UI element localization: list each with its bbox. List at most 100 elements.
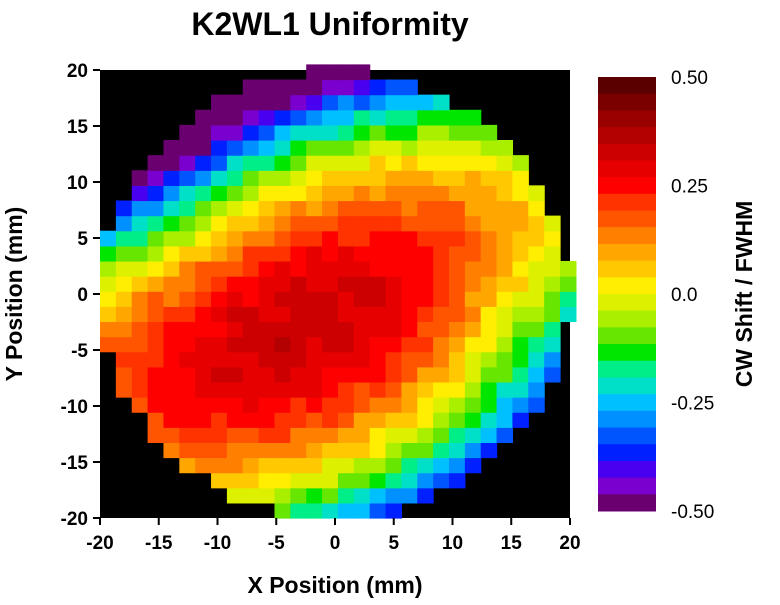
- heatmap-cell: [401, 442, 418, 459]
- heatmap-cell: [401, 109, 418, 126]
- heatmap-cell: [322, 230, 339, 247]
- heatmap-cell: [353, 487, 371, 504]
- heatmap-cell: [480, 427, 498, 443]
- heatmap-cell: [322, 94, 339, 111]
- heatmap-cell: [163, 260, 180, 277]
- heatmap-cell: [480, 291, 498, 307]
- heatmap-cell: [448, 336, 466, 353]
- heatmap-cell: [448, 215, 466, 232]
- heatmap-cell: [322, 321, 339, 338]
- heatmap-cell: [353, 351, 371, 368]
- heatmap-cell: [528, 291, 545, 307]
- heatmap-cell: [512, 291, 529, 307]
- heatmap-cell: [211, 245, 228, 262]
- heatmap-cell: [242, 185, 260, 202]
- heatmap-cell: [195, 336, 212, 353]
- heatmap-cell: [448, 306, 466, 323]
- heatmap-cell: [274, 442, 291, 459]
- heatmap-cell: [322, 124, 339, 141]
- heatmap-cell: [163, 215, 180, 232]
- heatmap-cell: [401, 291, 418, 307]
- heatmap-cell: [512, 306, 529, 323]
- heatmap-cell: [448, 457, 466, 474]
- x-tick-label: -5: [268, 533, 285, 554]
- heatmap-cell: [464, 442, 482, 459]
- heatmap-cell: [480, 412, 498, 428]
- heatmap-cell: [480, 170, 498, 186]
- heatmap-cell: [131, 215, 149, 232]
- colorbar-swatch: [598, 410, 656, 429]
- heatmap-cell: [115, 291, 133, 307]
- heatmap-cell: [401, 306, 418, 323]
- heatmap-cell: [480, 306, 498, 323]
- heatmap-cell: [290, 366, 307, 383]
- heatmap-cell: [211, 109, 228, 126]
- heatmap-cell: [242, 457, 260, 474]
- heatmap-cell: [385, 397, 402, 413]
- heatmap-cell: [337, 276, 355, 292]
- heatmap-cell: [337, 64, 355, 81]
- heatmap-cell: [242, 336, 260, 353]
- heatmap-cell: [417, 245, 434, 262]
- heatmap-cell: [496, 427, 514, 443]
- heatmap-cell: [258, 442, 276, 459]
- heatmap-cell: [353, 366, 371, 383]
- heatmap-cell: [369, 140, 387, 156]
- heatmap-cell: [353, 260, 371, 277]
- heatmap-cell: [448, 321, 466, 338]
- heatmap-cell: [211, 381, 228, 398]
- heatmap-cell: [496, 351, 514, 368]
- heatmap-cell: [528, 321, 545, 338]
- heatmap-cell: [131, 276, 149, 292]
- heatmap-cell: [496, 291, 514, 307]
- heatmap-cell: [306, 502, 323, 519]
- heatmap-cell: [433, 336, 450, 353]
- heatmap-cell: [401, 427, 418, 443]
- heatmap-cell: [369, 502, 387, 519]
- x-tick-label: 10: [442, 533, 463, 554]
- heatmap-cell: [100, 245, 117, 262]
- heatmap-cell: [322, 276, 339, 292]
- heatmap-cell: [417, 321, 434, 338]
- heatmap-cell: [274, 155, 291, 171]
- heatmap-cell: [290, 351, 307, 368]
- heatmap-cell: [131, 230, 149, 247]
- heatmap-cell: [385, 200, 402, 217]
- heatmap-cell: [401, 155, 418, 171]
- heatmap-cell: [544, 230, 561, 247]
- heatmap-cell: [100, 291, 117, 307]
- heatmap-cell: [226, 94, 244, 111]
- heatmap-cell: [401, 124, 418, 141]
- heatmap-cell: [480, 336, 498, 353]
- heatmap-cell: [258, 366, 276, 383]
- heatmap-cell: [544, 260, 561, 277]
- heatmap-cell: [290, 442, 307, 459]
- colorbar-swatch: [598, 93, 656, 111]
- heatmap-cell: [258, 291, 276, 307]
- heatmap-cell: [401, 336, 418, 353]
- heatmap-cell: [401, 200, 418, 217]
- heatmap-cell: [322, 260, 339, 277]
- heatmap-cell: [385, 321, 402, 338]
- heatmap-cell: [417, 487, 434, 504]
- heatmap-cell: [512, 276, 529, 292]
- heatmap-cell: [179, 291, 196, 307]
- heatmap-cell: [306, 442, 323, 459]
- heatmap-cell: [258, 487, 276, 504]
- colorbar-swatch: [598, 344, 656, 362]
- heatmap-cell: [528, 260, 545, 277]
- heatmap-cell: [258, 79, 276, 96]
- heatmap-cell: [528, 381, 545, 398]
- heatmap-cell: [226, 245, 244, 262]
- heatmap-cell: [290, 321, 307, 338]
- heatmap-cell: [401, 397, 418, 413]
- heatmap-cell: [369, 291, 387, 307]
- colorbar-swatch: [598, 460, 656, 479]
- heatmap-cell: [115, 321, 133, 338]
- heatmap-cell: [195, 276, 212, 292]
- colorbar-swatch: [598, 394, 656, 412]
- heatmap-cell: [195, 306, 212, 323]
- heatmap-cell: [433, 351, 450, 368]
- heatmap-cell: [258, 427, 276, 443]
- heatmap-cell: [401, 245, 418, 262]
